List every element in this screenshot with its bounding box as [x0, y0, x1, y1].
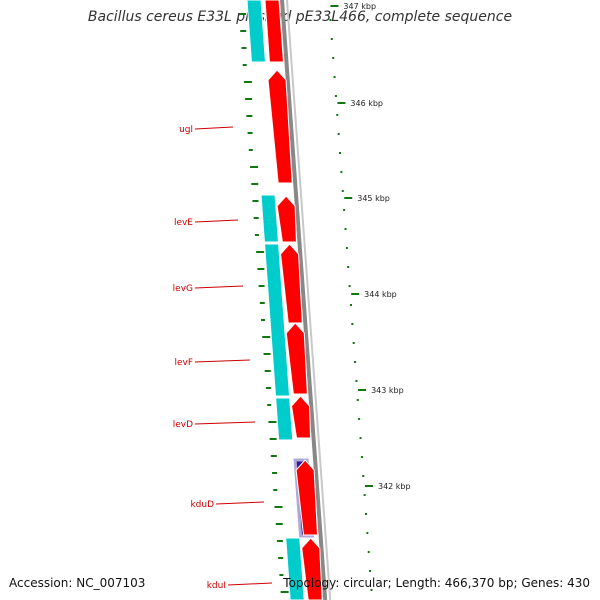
feature-track [246, 0, 323, 600]
summary-text: Topology: circular; Length: 466,370 bp; … [283, 576, 590, 590]
feature-forward-13 [301, 537, 323, 600]
feature-reverse-12 [285, 537, 305, 600]
gene-label-leader [194, 359, 251, 363]
scale-label: 342 kbp [378, 482, 411, 491]
gene-label-leader [194, 126, 234, 130]
scale-label: 347 kbp [343, 2, 376, 11]
scale-label: 346 kbp [350, 99, 383, 108]
feature-reverse-5 [264, 243, 291, 397]
feature-forward-2 [267, 69, 293, 184]
feature-reverse-0 [246, 0, 267, 63]
feature-forward-7 [285, 322, 308, 395]
gene-label: levG [173, 284, 193, 294]
feature-forward-4 [276, 195, 297, 243]
feature-forward-9 [290, 395, 312, 439]
map-title: Bacillus cereus E33L plasmid pE33L466, c… [87, 9, 513, 25]
feature-reverse-3 [260, 194, 279, 243]
accession-text: Accession: NC_007103 [9, 576, 146, 590]
gene-label: kduD [190, 500, 214, 510]
feature-forward-11 [295, 459, 319, 536]
gene-label: levD [173, 420, 193, 430]
scale-label: 344 kbp [364, 290, 397, 299]
backbone-line [280, 0, 328, 600]
scale-track [329, 5, 373, 591]
gene-label: kduI [207, 581, 226, 591]
backbone-track [280, 0, 332, 600]
gc-skew-track [239, 13, 289, 593]
scale-label-group: 347 kbp 346 kbp 345 kbp 344 kbp 343 kbp 342 k… [343, 2, 410, 491]
gene-label: levE [174, 218, 193, 228]
gene-label-leader [194, 285, 244, 289]
feature-forward-1 [264, 0, 285, 63]
gene-label: levF [174, 358, 193, 368]
backbone-edge [286, 0, 332, 600]
gene-label-leader [227, 582, 273, 586]
feature-reverse-8 [275, 397, 294, 441]
gene-label-group: ugl levE levG levF levD kduD kduI [173, 125, 273, 591]
gene-label-leader [215, 501, 265, 505]
gene-label: ugl [179, 125, 193, 135]
scale-label: 345 kbp [357, 194, 390, 203]
scale-label: 343 kbp [371, 386, 404, 395]
gene-label-leader [194, 219, 239, 223]
gene-label-leader [194, 421, 256, 425]
